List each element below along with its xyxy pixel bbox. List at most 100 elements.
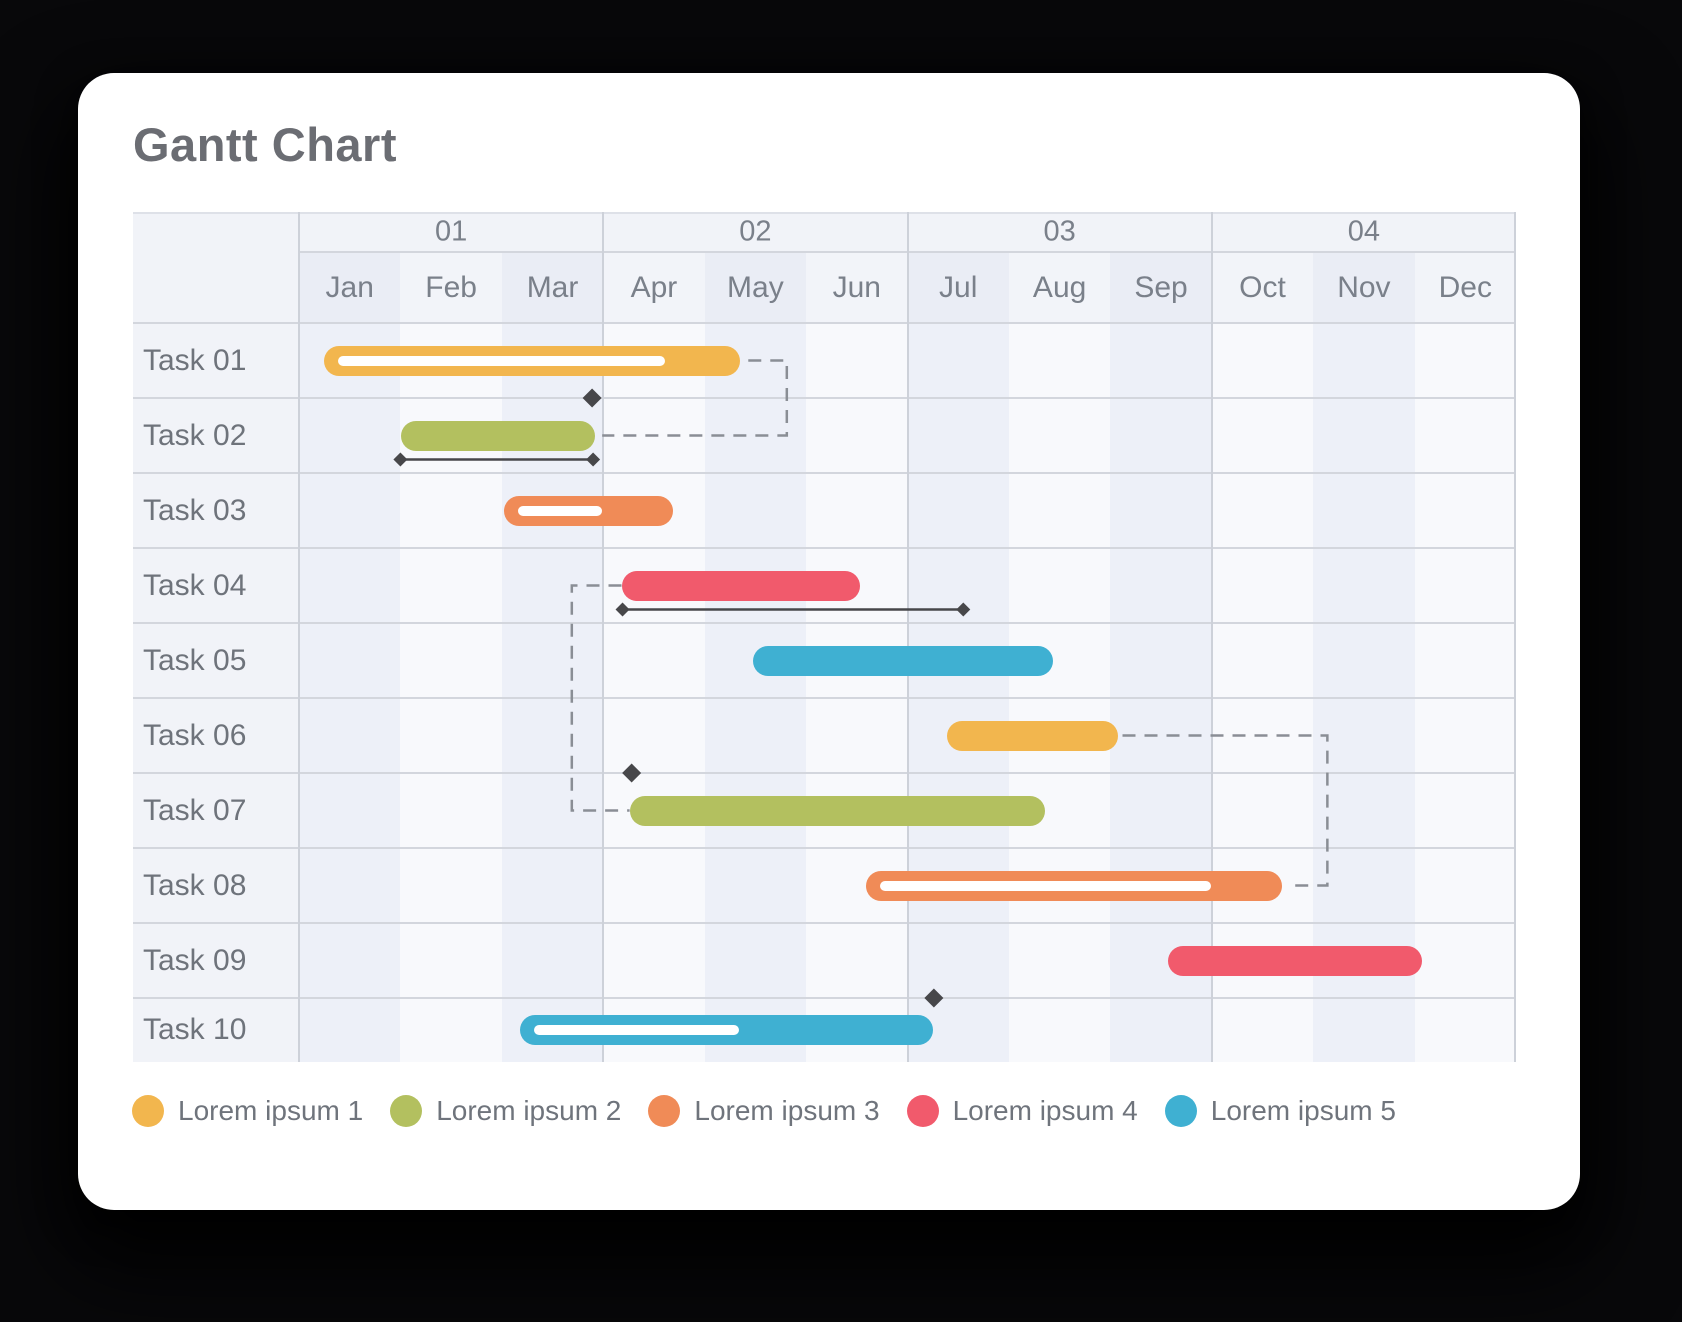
month-body-column bbox=[1110, 323, 1212, 1062]
grid-line-horizontal bbox=[133, 397, 1516, 399]
grid-line-horizontal bbox=[133, 847, 1516, 849]
task-row-label: Task 10 bbox=[143, 1013, 247, 1046]
month-body-column bbox=[907, 323, 1009, 1062]
month-header-cell bbox=[806, 252, 908, 323]
grid-line-vertical bbox=[1514, 212, 1516, 1062]
grid-line-horizontal bbox=[133, 922, 1516, 924]
gantt-bar[interactable] bbox=[401, 420, 596, 451]
month-header-cell bbox=[1008, 252, 1111, 323]
month-body-column bbox=[1313, 323, 1415, 1062]
month-header-cell bbox=[907, 252, 1009, 323]
quarter-label: 02 bbox=[739, 215, 772, 248]
legend-dot-icon bbox=[390, 1095, 423, 1127]
month-header-cell bbox=[501, 252, 604, 323]
grid-line-horizontal bbox=[133, 322, 1516, 324]
month-label: Sep bbox=[1134, 270, 1188, 304]
month-label: Jul bbox=[939, 270, 978, 304]
month-body-column bbox=[806, 323, 908, 1062]
gantt-bar[interactable] bbox=[947, 720, 1119, 751]
legend-item: Lorem ipsum 2 bbox=[390, 1095, 621, 1127]
task-row-label: Task 05 bbox=[143, 643, 247, 677]
month-label: Aug bbox=[1032, 270, 1087, 304]
card: Gantt Chart 01 02 03 04 Jan Feb Mar Apr May Jun Ju… bbox=[78, 73, 1580, 1210]
grid-line-vertical bbox=[1210, 212, 1213, 1062]
task-row-label: Task 04 bbox=[143, 568, 247, 602]
month-header-cell bbox=[1211, 252, 1314, 323]
grid-line-horizontal bbox=[133, 697, 1516, 699]
month-body-column bbox=[1008, 323, 1111, 1062]
gantt-bar[interactable] bbox=[621, 570, 860, 601]
task-label-column bbox=[133, 323, 299, 1062]
month-header-cell bbox=[1110, 252, 1212, 323]
quarter-label: 03 bbox=[1043, 215, 1076, 248]
month-header-cell bbox=[704, 252, 807, 323]
progress-line bbox=[879, 880, 1212, 891]
task-row-label: Task 01 bbox=[143, 343, 247, 377]
month-header-label-cell bbox=[133, 252, 299, 323]
gantt-bar[interactable] bbox=[865, 870, 1282, 901]
month-label: Oct bbox=[1239, 270, 1286, 304]
progress-line bbox=[338, 355, 666, 366]
month-label: Apr bbox=[630, 270, 678, 304]
month-body-column bbox=[299, 323, 401, 1062]
month-body-column bbox=[704, 323, 807, 1062]
task-row-label: Task 03 bbox=[143, 493, 247, 527]
task-row-label: Task 06 bbox=[143, 718, 247, 752]
task-row-label: Task 02 bbox=[143, 418, 247, 452]
gantt-bar[interactable] bbox=[324, 345, 741, 376]
grid-line-horizontal bbox=[133, 622, 1516, 624]
month-body-column bbox=[1211, 323, 1314, 1062]
grid-line-horizontal bbox=[133, 997, 1516, 999]
month-label: Feb bbox=[425, 270, 477, 304]
grid-line-horizontal bbox=[133, 472, 1516, 474]
month-label: Jun bbox=[832, 270, 881, 304]
page-title: Gantt Chart bbox=[133, 118, 397, 171]
grid-line-horizontal bbox=[133, 547, 1516, 549]
gantt-chart: 01 02 03 04 Jan Feb Mar Apr May Jun Jul Aug Sep Oct No… bbox=[133, 212, 1516, 1062]
month-header-cell bbox=[603, 252, 705, 323]
legend-label: Lorem ipsum 4 bbox=[952, 1095, 1138, 1126]
legend-item: Lorem ipsum 1 bbox=[132, 1095, 363, 1127]
legend-item: Lorem ipsum 4 bbox=[906, 1095, 1138, 1127]
progress-line bbox=[517, 505, 603, 516]
grid-line-vertical bbox=[602, 212, 605, 1062]
month-header-cell bbox=[400, 252, 502, 323]
month-header-cell bbox=[1313, 252, 1415, 323]
month-header-cell bbox=[299, 252, 401, 323]
legend-item: Lorem ipsum 5 bbox=[1164, 1095, 1396, 1127]
month-body-column bbox=[1414, 323, 1516, 1062]
legend-dot-icon bbox=[132, 1095, 164, 1127]
month-label: May bbox=[727, 270, 784, 304]
legend-label: Lorem ipsum 1 bbox=[178, 1095, 364, 1126]
month-label: Jan bbox=[325, 270, 374, 304]
legend-label: Lorem ipsum 2 bbox=[436, 1095, 622, 1126]
legend-label: Lorem ipsum 3 bbox=[694, 1095, 880, 1126]
grid-line-vertical bbox=[298, 212, 300, 1062]
legend-dot-icon bbox=[1164, 1095, 1197, 1127]
legend-item: Lorem ipsum 3 bbox=[648, 1095, 880, 1127]
month-body-column bbox=[603, 323, 705, 1062]
task-row-label: Task 08 bbox=[143, 868, 247, 902]
quarter-label: 04 bbox=[1347, 215, 1381, 248]
progress-line bbox=[534, 1025, 739, 1035]
month-label: Mar bbox=[526, 270, 579, 304]
grid-line-horizontal bbox=[133, 212, 1516, 214]
gantt-bar[interactable] bbox=[520, 1015, 933, 1045]
quarter-label: 01 bbox=[434, 215, 468, 248]
gantt-bar[interactable] bbox=[753, 645, 1053, 676]
task-row-label: Task 07 bbox=[143, 793, 247, 827]
legend-dot-icon bbox=[648, 1095, 681, 1127]
quarter-header-row bbox=[133, 212, 1516, 252]
task-row-label: Task 09 bbox=[143, 943, 247, 977]
legend-dot-icon bbox=[906, 1095, 939, 1127]
gantt-bar[interactable] bbox=[629, 795, 1046, 826]
month-label: Dec bbox=[1438, 270, 1492, 304]
legend-label: Lorem ipsum 5 bbox=[1210, 1095, 1396, 1126]
gantt-bar[interactable] bbox=[503, 495, 674, 526]
month-label: Nov bbox=[1337, 270, 1391, 304]
grid-line-horizontal bbox=[133, 772, 1516, 774]
gantt-bar[interactable] bbox=[1168, 945, 1422, 976]
legend: Lorem ipsum 1 Lorem ipsum 2 Lorem ipsum 3 L… bbox=[132, 1095, 1396, 1127]
month-header-cell bbox=[1414, 252, 1516, 323]
